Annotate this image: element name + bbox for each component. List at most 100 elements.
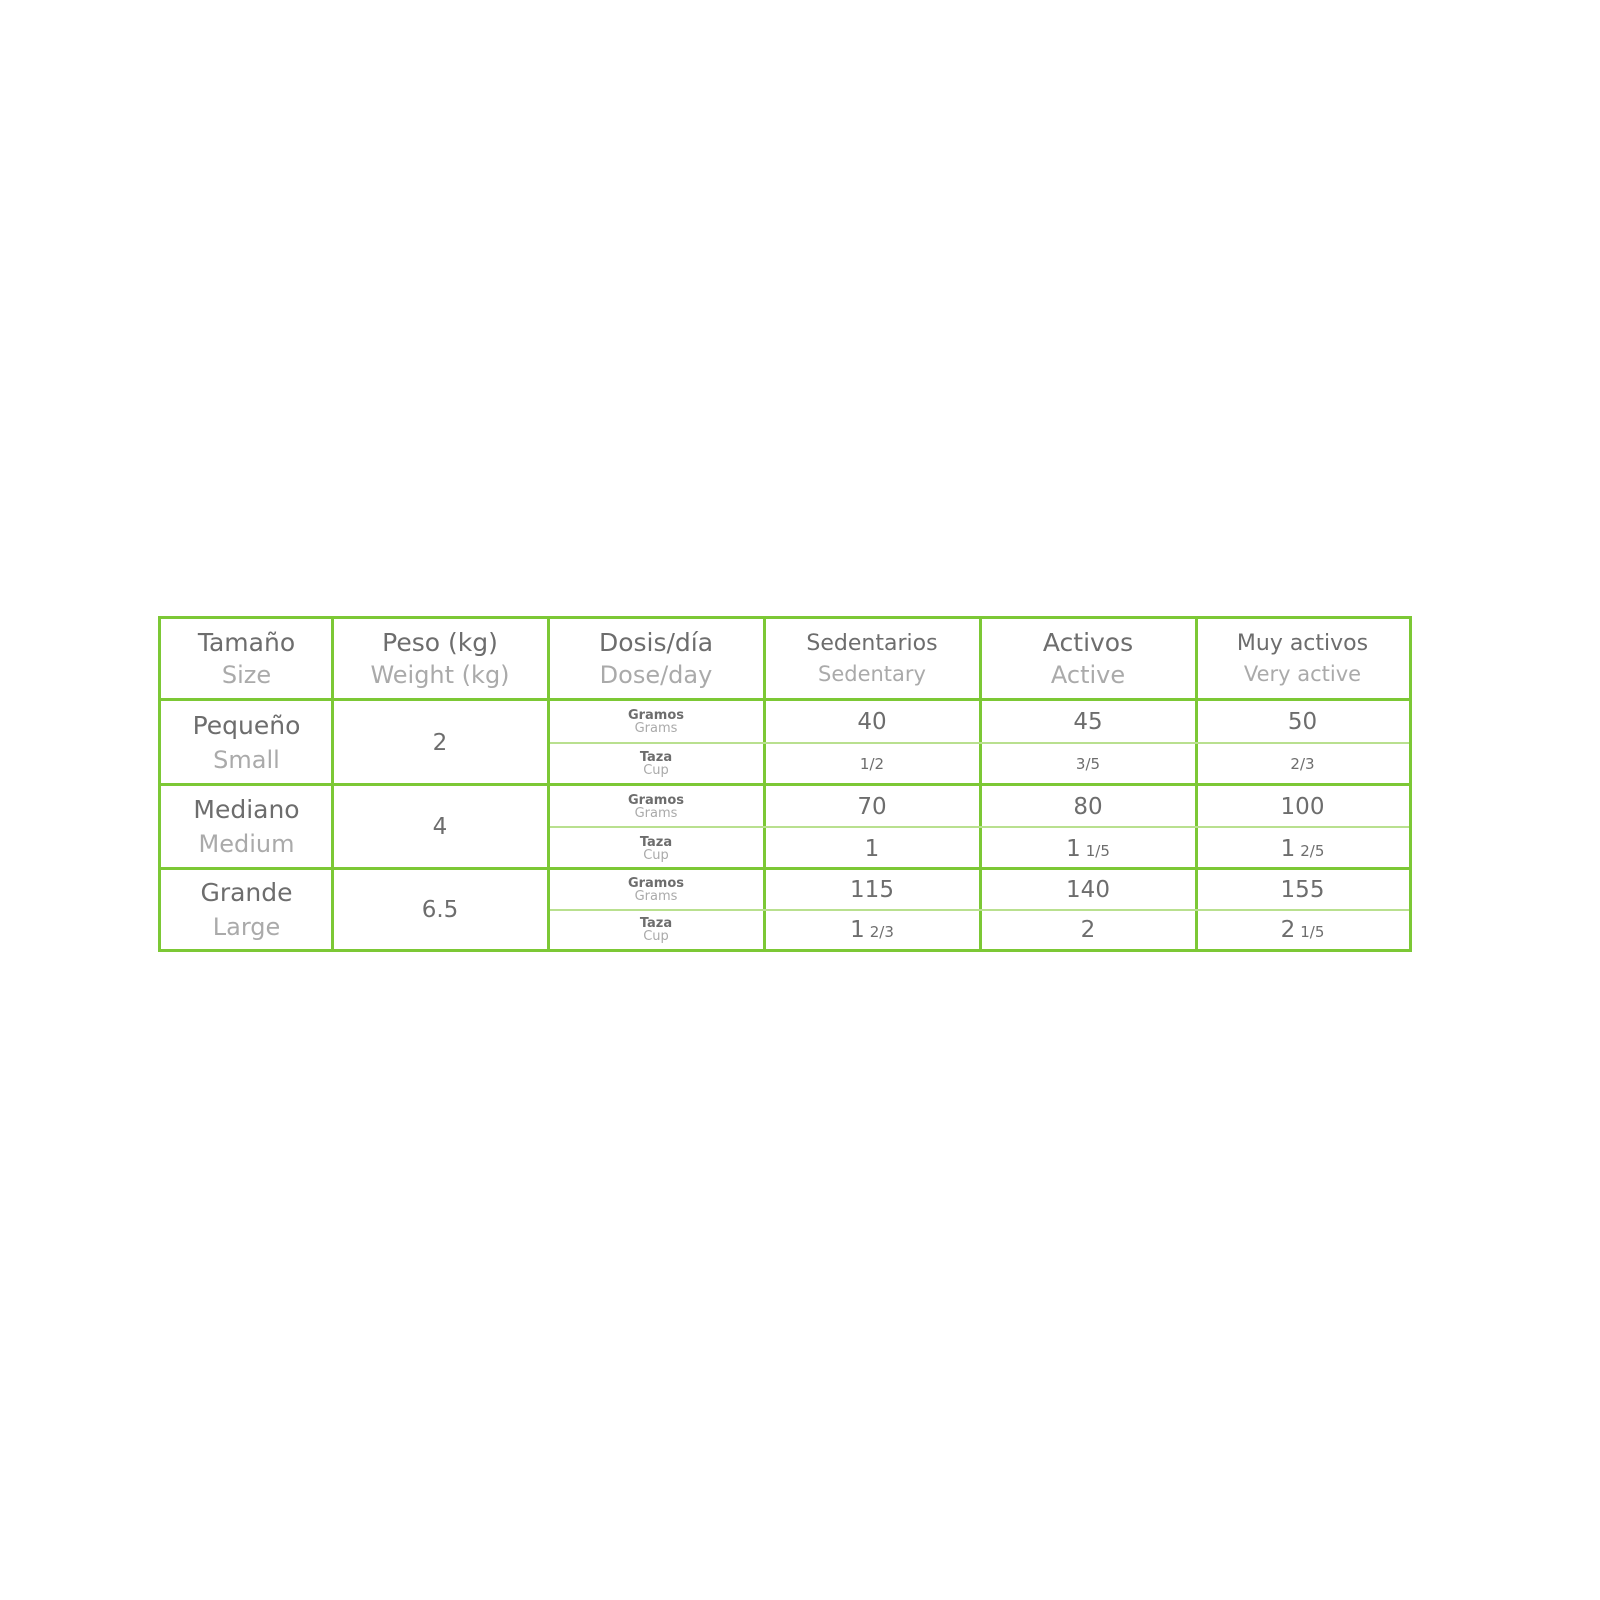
cup-value: 1: [865, 836, 880, 862]
header-label-es: Muy activos: [1236, 631, 1369, 656]
size-label-en: Medium: [198, 830, 295, 858]
header-label-es: Sedentarios: [806, 631, 938, 656]
grams-value: 100: [1280, 793, 1325, 820]
unit-grams-cell: Gramos Grams: [548, 701, 764, 743]
weight-cell: 4: [332, 786, 548, 868]
size-label-es: Pequeño: [192, 710, 301, 740]
grams-value: 140: [1066, 876, 1110, 903]
unit-cup-cell: Taza Cup: [548, 829, 764, 868]
size-label-es: Mediano: [193, 795, 300, 824]
cup-whole: 2: [1280, 917, 1296, 944]
unit-grams-en: Grams: [634, 720, 678, 736]
header-label-en: Size: [221, 661, 272, 689]
weight-cell: 6.5: [332, 870, 548, 949]
header-label-es: Dosis/día: [598, 628, 714, 657]
cup-value: 3/5: [1076, 755, 1100, 773]
header-label-en: Sedentary: [818, 662, 926, 686]
grams-value: 70: [857, 793, 887, 820]
size-label-es: Grande: [200, 877, 293, 907]
size-label-en: Small: [213, 745, 280, 774]
cup-value: 2: [1081, 917, 1096, 943]
cup-fraction: 2/5: [1300, 841, 1325, 860]
size-cell: Mediano Medium: [161, 786, 332, 868]
cup-value-cell: 2/3: [1196, 745, 1409, 785]
cup-fraction: 3/5: [1075, 755, 1101, 774]
unit-grams-en: Grams: [634, 888, 678, 904]
cup-value-cell: 1: [764, 829, 980, 868]
cup-value: 2 1/5: [1281, 917, 1325, 943]
header-label-es: Activos: [1042, 628, 1134, 657]
grams-value-cell: 40: [764, 701, 980, 743]
unit-cup-cell: Taza Cup: [548, 912, 764, 950]
grams-value: 40: [857, 708, 887, 735]
grams-value-cell: 140: [980, 870, 1196, 910]
unit-grams-cell: Gramos Grams: [548, 786, 764, 827]
grams-value: 155: [1280, 876, 1325, 903]
grams-value: 45: [1073, 708, 1103, 735]
unit-cup-en: Cup: [643, 929, 669, 945]
cup-value-cell: 1 1/5: [980, 829, 1196, 868]
unit-grams-cell: Gramos Grams: [548, 870, 764, 910]
cup-fraction: 2/3: [1290, 755, 1315, 774]
unit-cup-es: Taza: [639, 916, 673, 932]
header-label-en: Weight (kg): [370, 661, 510, 689]
subrow-divider: [550, 741, 1409, 744]
header-4: Activos Active: [980, 619, 1196, 699]
grams-value-cell: 50: [1196, 701, 1409, 743]
cup-fraction: 1/5: [1085, 841, 1110, 860]
cup-value-cell: 1/2: [764, 745, 980, 785]
cup-whole: 1: [864, 835, 880, 862]
unit-cup-en: Cup: [643, 847, 669, 863]
grams-value-cell: 115: [764, 870, 980, 910]
header-label-en: Dose/day: [599, 661, 713, 689]
header-1: Peso (kg) Weight (kg): [332, 619, 548, 699]
cup-value: 1/2: [860, 755, 884, 773]
grams-value-cell: 155: [1196, 870, 1409, 910]
cup-value-cell: 2 1/5: [1196, 912, 1409, 950]
weight-value: 6.5: [421, 896, 459, 923]
grams-value: 80: [1073, 793, 1103, 820]
size-cell: Pequeño Small: [161, 701, 332, 784]
grams-value-cell: 45: [980, 701, 1196, 743]
unit-cup-es: Taza: [639, 750, 673, 766]
cup-whole: 1: [850, 917, 865, 944]
unit-cup-es: Taza: [639, 834, 673, 850]
unit-grams-en: Grams: [634, 805, 678, 821]
cup-value: 1 1/5: [1066, 836, 1110, 862]
subrow-divider: [550, 826, 1409, 828]
row-divider: [161, 867, 1409, 870]
row-divider: [161, 698, 1409, 701]
header-label-es: Tamaño: [197, 628, 296, 657]
header-3: Sedentarios Sedentary: [764, 619, 980, 699]
header-label-en: Very active: [1243, 662, 1362, 686]
cup-fraction: 2/3: [869, 923, 894, 942]
cup-whole: 1: [1066, 835, 1081, 862]
grams-value: 115: [850, 876, 894, 903]
subrow-divider: [550, 908, 1409, 911]
cup-value-cell: 3/5: [980, 745, 1196, 785]
cup-value-cell: 2: [980, 912, 1196, 950]
weight-value: 4: [432, 814, 448, 840]
grams-value-cell: 100: [1196, 786, 1409, 827]
unit-grams-es: Gramos: [627, 707, 685, 723]
weight-value: 2: [432, 729, 448, 756]
grams-value-cell: 80: [980, 786, 1196, 827]
grams-value-cell: 70: [764, 786, 980, 827]
size-cell: Grande Large: [161, 870, 332, 949]
cup-value-cell: 1 2/3: [764, 912, 980, 950]
cup-fraction: 1/5: [1300, 923, 1325, 942]
cup-whole: 2: [1080, 917, 1096, 944]
unit-cup-en: Cup: [643, 763, 669, 779]
unit-grams-es: Gramos: [627, 875, 685, 891]
cup-whole: 1: [1280, 835, 1296, 862]
cup-value: 2/3: [1290, 755, 1314, 773]
grams-value: 50: [1287, 708, 1318, 735]
unit-cup-cell: Taza Cup: [548, 745, 764, 785]
header-0: Tamaño Size: [161, 619, 332, 699]
cup-fraction: 1/2: [859, 755, 885, 774]
feeding-table: Tamaño Size Peso (kg) Weight (kg) Dosis/día D…: [158, 616, 1412, 952]
row-divider: [161, 783, 1409, 786]
cup-value: 1 2/5: [1281, 836, 1325, 862]
cup-value: 1 2/3: [850, 917, 894, 943]
weight-cell: 2: [332, 701, 548, 784]
